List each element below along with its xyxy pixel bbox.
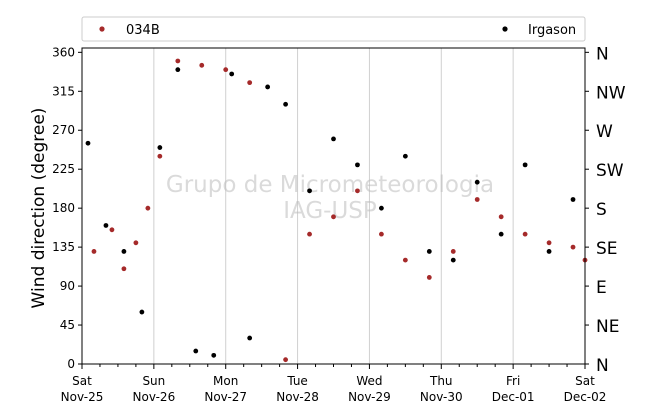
data-point-irgason bbox=[247, 335, 253, 341]
data-point-irgason bbox=[211, 352, 217, 358]
data-point-irgason bbox=[450, 257, 456, 263]
data-point-034b bbox=[522, 231, 528, 237]
compass-axis: N NE E SE S SW W NW N bbox=[585, 44, 626, 376]
compass-label: S bbox=[596, 200, 607, 220]
legend-marker-034b bbox=[99, 26, 105, 32]
data-point-irgason bbox=[283, 101, 288, 107]
data-point-034b bbox=[402, 257, 408, 263]
y-tick-label: 90 bbox=[60, 279, 75, 293]
x-tick-date-label: Nov-25 bbox=[61, 390, 104, 404]
y-tick-label: 0 bbox=[67, 357, 75, 371]
series-irgason-points bbox=[85, 67, 576, 358]
legend-label-034b: 034B bbox=[126, 23, 160, 38]
data-point-irgason bbox=[85, 140, 91, 146]
y-tick-label: 225 bbox=[52, 162, 75, 176]
x-tick-date-label: Nov-28 bbox=[276, 390, 319, 404]
x-tick-date-label: Dec-01 bbox=[492, 390, 535, 404]
legend-marker-irgason bbox=[502, 26, 508, 32]
compass-label: N bbox=[596, 356, 609, 376]
x-tick-date-label: Nov-29 bbox=[348, 390, 391, 404]
data-point-034b bbox=[157, 153, 163, 159]
watermark-line-2: IAG-USP bbox=[283, 198, 377, 224]
y-tick-label: 180 bbox=[52, 201, 75, 215]
data-point-irgason bbox=[103, 223, 109, 228]
data-point-irgason bbox=[307, 188, 312, 194]
data-point-irgason bbox=[522, 162, 528, 168]
plot-area bbox=[82, 48, 585, 364]
compass-label: E bbox=[596, 278, 607, 298]
x-tick-day-label: Sat bbox=[575, 374, 595, 388]
data-point-irgason bbox=[546, 249, 552, 254]
data-point-irgason bbox=[139, 309, 145, 315]
data-point-034b bbox=[199, 62, 205, 68]
legend-box bbox=[81, 16, 586, 42]
data-point-034b bbox=[474, 197, 480, 202]
compass-label: NE bbox=[596, 317, 619, 337]
data-point-irgason bbox=[175, 67, 181, 73]
y-tick-label: 315 bbox=[52, 84, 75, 98]
data-point-irgason bbox=[498, 231, 504, 237]
watermark-line-1: Grupo de Micrometeorologia bbox=[166, 172, 494, 198]
vertical-gridlines bbox=[153, 48, 514, 364]
y-tick-label: 270 bbox=[52, 123, 75, 137]
x-tick-day-label: Sun bbox=[142, 374, 165, 388]
data-point-034b bbox=[331, 214, 336, 220]
data-point-034b bbox=[426, 275, 432, 280]
x-tick-day-label: Fri bbox=[506, 374, 520, 388]
data-point-034b bbox=[175, 58, 181, 64]
x-axis: Sat Nov-25 Sun Nov-26 Mon Nov-27 Tue Nov-28 Wed N… bbox=[61, 364, 607, 404]
compass-label: W bbox=[596, 122, 613, 142]
legend: 034B Irgason bbox=[81, 16, 586, 42]
x-tick-date-label: Nov-27 bbox=[204, 390, 247, 404]
x-tick-date-label: Dec-02 bbox=[564, 390, 607, 404]
data-point-034b bbox=[133, 240, 139, 246]
data-point-034b bbox=[546, 240, 552, 246]
y-axis: 0 45 90 135 180 225 270 315 360 bbox=[52, 45, 82, 371]
data-point-034b bbox=[355, 188, 360, 194]
x-tick-day-label: Thu bbox=[429, 374, 453, 388]
data-point-irgason bbox=[157, 145, 163, 150]
compass-label: SE bbox=[596, 239, 618, 259]
data-point-034b bbox=[109, 227, 115, 233]
x-tick-date-label: Nov-26 bbox=[133, 390, 176, 404]
data-point-irgason bbox=[474, 179, 480, 185]
data-point-034b bbox=[307, 231, 312, 237]
data-point-034b bbox=[247, 80, 253, 86]
data-point-irgason bbox=[379, 205, 384, 211]
data-point-irgason bbox=[193, 348, 199, 354]
watermark: Grupo de Micrometeorologia IAG-USP bbox=[166, 172, 494, 224]
compass-label: SW bbox=[596, 161, 624, 181]
compass-label: N bbox=[596, 44, 609, 64]
x-tick-date-label: Nov-30 bbox=[420, 390, 463, 404]
data-point-034b bbox=[121, 266, 127, 272]
data-point-irgason bbox=[402, 153, 408, 159]
y-tick-label: 45 bbox=[60, 318, 75, 332]
y-axis-title: Wind direction (degree) bbox=[29, 108, 49, 309]
x-tick-day-label: Sat bbox=[72, 374, 92, 388]
data-point-034b bbox=[91, 249, 97, 254]
legend-label-irgason: Irgason bbox=[528, 23, 576, 38]
series-034b-points bbox=[91, 58, 588, 363]
data-point-034b bbox=[223, 67, 229, 73]
data-point-034b bbox=[379, 231, 384, 237]
data-point-034b bbox=[450, 249, 456, 254]
y-tick-label: 135 bbox=[52, 240, 75, 254]
data-point-034b bbox=[498, 214, 504, 220]
data-point-irgason bbox=[121, 249, 127, 254]
x-tick-day-label: Wed bbox=[356, 374, 382, 388]
data-point-034b bbox=[570, 244, 576, 250]
data-point-irgason bbox=[265, 84, 271, 90]
x-tick-day-label: Tue bbox=[286, 374, 308, 388]
compass-label: NW bbox=[596, 83, 626, 103]
data-point-irgason bbox=[331, 136, 336, 142]
data-point-034b bbox=[283, 357, 288, 363]
x-tick-day-label: Mon bbox=[213, 374, 238, 388]
y-tick-label: 360 bbox=[52, 45, 75, 59]
data-point-irgason bbox=[570, 197, 576, 202]
data-point-034b bbox=[145, 205, 151, 211]
data-point-irgason bbox=[426, 249, 432, 254]
data-point-irgason bbox=[355, 162, 360, 168]
data-point-irgason bbox=[229, 71, 235, 77]
